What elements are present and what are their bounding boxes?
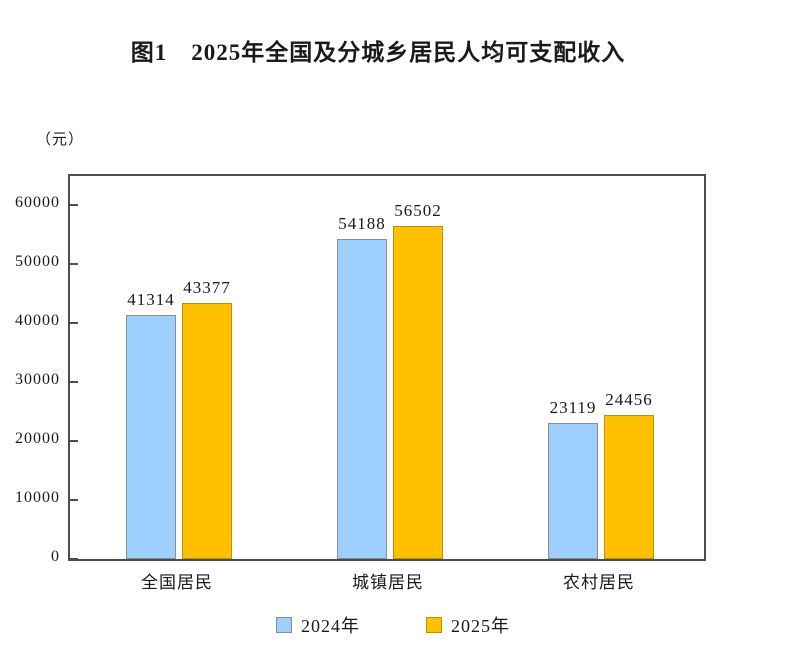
legend-item-2025年: 2025年: [426, 612, 510, 638]
y-axis-tick-mark: [68, 321, 78, 324]
legend-swatch-2025年: [426, 617, 442, 633]
bar-2024年-农村居民: [548, 423, 598, 559]
bar-2025年-农村居民: [604, 415, 654, 559]
legend: 2024年 2025年: [0, 612, 786, 638]
legend-label: 2025年: [451, 616, 510, 636]
y-axis-tick-mark: [68, 380, 78, 383]
y-axis-tick-label: 60000: [15, 193, 60, 211]
bar-value-label: 43377: [183, 278, 231, 297]
legend-item-2024年: 2024年: [276, 612, 360, 638]
bar-2024年-全国居民: [126, 315, 176, 559]
y-axis-tick-mark: [68, 262, 78, 265]
y-axis-tick-label: 40000: [15, 311, 60, 329]
bar-value-label: 41314: [127, 290, 175, 309]
y-axis-tick-label: 20000: [15, 429, 60, 447]
bar-2024年-城镇居民: [337, 239, 387, 559]
x-axis-category-label: 农村居民: [563, 573, 635, 592]
chart-title: 图1 2025年全国及分城乡居民人均可支配收入: [130, 40, 626, 65]
y-axis-tick-label: 10000: [15, 488, 60, 506]
y-axis-tick-mark: [68, 439, 78, 442]
y-axis-tick-mark: [68, 203, 78, 206]
bar-value-label: 24456: [605, 390, 653, 409]
y-axis-tick-label: 30000: [15, 370, 60, 388]
x-axis-category-label: 城镇居民: [352, 573, 424, 592]
y-axis-unit-label: （元）: [36, 132, 85, 148]
bar-2025年-全国居民: [182, 303, 232, 559]
y-axis-tick-label: 0: [51, 548, 60, 565]
y-axis-tick-mark: [68, 498, 78, 501]
y-axis-tick-label: 50000: [15, 252, 60, 270]
plot-area: 41314 43377 54188 56502 23119 24456: [68, 174, 706, 561]
bar-value-label: 56502: [394, 201, 442, 220]
legend-label: 2024年: [301, 616, 360, 636]
y-axis-tick-mark: [68, 558, 78, 560]
x-axis-category-label: 全国居民: [141, 573, 213, 592]
bar-2025年-城镇居民: [393, 226, 443, 559]
bar-value-label: 54188: [338, 214, 386, 233]
legend-swatch-2024年: [276, 617, 292, 633]
bar-value-label: 23119: [549, 398, 597, 417]
